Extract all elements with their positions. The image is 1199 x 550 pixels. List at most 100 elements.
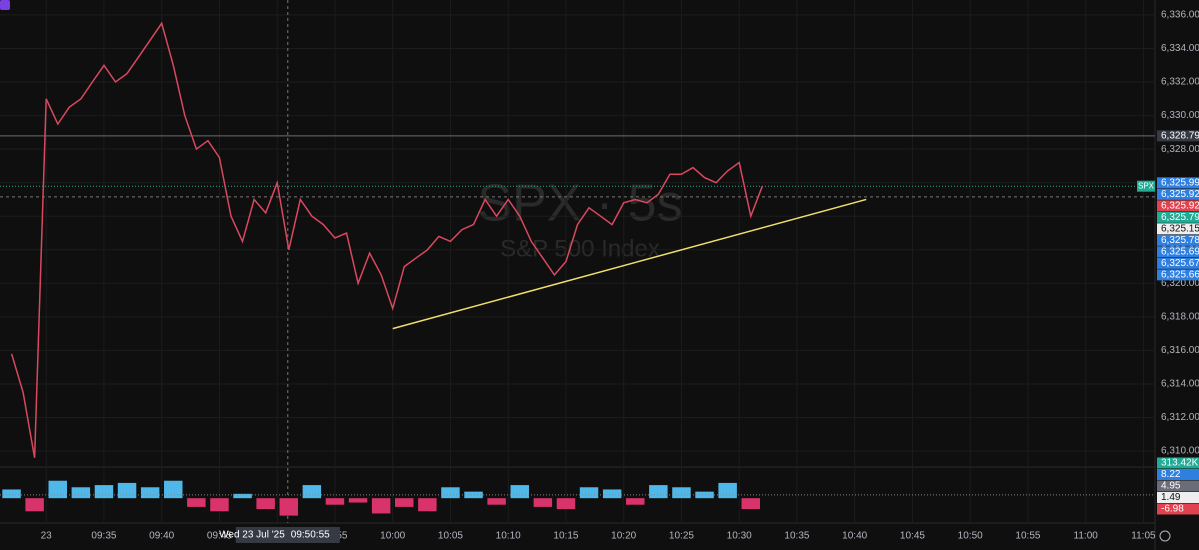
price-label: 6,325.69 bbox=[1161, 246, 1199, 257]
oscillator-bar bbox=[695, 491, 714, 499]
price-label: 6,325.15 bbox=[1161, 223, 1199, 234]
x-tick-label: 09:40 bbox=[149, 531, 174, 542]
indicator-label: 8.22 bbox=[1161, 469, 1181, 480]
indicator-label-box bbox=[1157, 457, 1199, 469]
price-label: 6,325.78 bbox=[1161, 235, 1199, 246]
oscillator-bar bbox=[487, 498, 506, 505]
oscillator-bar bbox=[395, 498, 414, 507]
y-tick-label: 6,314.00 bbox=[1161, 379, 1199, 390]
x-tick-label: 10:45 bbox=[900, 531, 925, 542]
price-label: 6,325.99 bbox=[1161, 177, 1199, 188]
oscillator-bar bbox=[140, 487, 160, 499]
x-tick-label: 10:55 bbox=[1015, 531, 1040, 542]
indicator-label: 4.95 bbox=[1161, 481, 1181, 492]
oscillator-bar bbox=[464, 491, 483, 499]
trendline bbox=[392, 198, 867, 330]
oscillator-bar bbox=[348, 498, 368, 503]
indicator-label-box bbox=[1157, 480, 1199, 492]
oscillator-bar bbox=[510, 485, 529, 499]
oscillator-bar bbox=[718, 482, 737, 499]
oscillator-bar bbox=[556, 498, 576, 510]
price-label-box bbox=[1157, 211, 1199, 223]
oscillator-bar bbox=[2, 489, 21, 499]
x-tick-label: 10:10 bbox=[496, 531, 521, 542]
price-label: 6,325.92 bbox=[1161, 200, 1199, 211]
x-tick-label: 10:20 bbox=[611, 531, 636, 542]
y-tick-label: 6,310.00 bbox=[1161, 446, 1199, 457]
oscillator-bar bbox=[533, 498, 553, 507]
x-tick-label: 10:00 bbox=[380, 531, 405, 542]
price-line-series bbox=[10, 21, 764, 458]
oscillator-bar bbox=[117, 482, 137, 499]
watermark-subtitle: S&P 500 Index bbox=[500, 235, 660, 262]
crosshair-time-box bbox=[235, 527, 340, 543]
y-tick-label: 6,332.00 bbox=[1161, 77, 1199, 88]
x-tick-label: 11:05 bbox=[1131, 531, 1156, 542]
oscillator-bar bbox=[579, 487, 599, 499]
oscillator-bar bbox=[210, 498, 229, 512]
x-tick-label: 10:15 bbox=[553, 531, 578, 542]
symbol-tag-box bbox=[1137, 180, 1155, 192]
y-tick-label: 6,312.00 bbox=[1161, 412, 1199, 423]
oscillator-bar bbox=[325, 498, 345, 505]
oscillator-bar bbox=[94, 485, 114, 499]
oscillator-bar bbox=[672, 487, 691, 499]
price-label-box bbox=[1157, 269, 1199, 281]
indicator-label: 1.49 bbox=[1161, 492, 1181, 503]
price-label-box bbox=[1157, 188, 1199, 200]
oscillator-bar bbox=[626, 498, 645, 505]
price-label: 6,328.79 bbox=[1161, 131, 1199, 142]
price-label: 6,325.92 bbox=[1161, 189, 1199, 200]
price-label: 6,325.66 bbox=[1161, 269, 1199, 280]
x-tick-label: 10:25 bbox=[669, 531, 694, 542]
x-tick-label: 11:00 bbox=[1074, 531, 1099, 542]
oscillator-bar bbox=[164, 480, 183, 499]
indicator-icon[interactable] bbox=[0, 0, 10, 10]
crosshair-date: Wed 23 Jul '25 bbox=[219, 530, 285, 541]
x-tick-label: 10:40 bbox=[842, 531, 867, 542]
oscillator-bar bbox=[302, 485, 322, 499]
oscillator-bar bbox=[279, 498, 298, 516]
oscillator-bar bbox=[256, 498, 275, 510]
x-tick-label: 10:35 bbox=[784, 531, 809, 542]
price-label-box bbox=[1157, 234, 1199, 246]
oscillator-bar bbox=[602, 489, 622, 499]
price-label: 6,325.67 bbox=[1161, 258, 1199, 269]
oscillator-bar bbox=[233, 493, 252, 499]
price-label-box bbox=[1157, 257, 1199, 269]
price-label-box bbox=[1157, 246, 1199, 258]
indicator-label-box bbox=[1157, 503, 1199, 515]
oscillator-bar bbox=[649, 485, 668, 499]
oscillator-bar bbox=[25, 498, 44, 512]
oscillator-bar bbox=[418, 498, 437, 512]
price-label: 6,325.79 bbox=[1161, 212, 1199, 223]
oscillator-bar bbox=[187, 498, 206, 507]
price-label-box bbox=[1157, 177, 1199, 189]
x-tick-label: 10:30 bbox=[727, 531, 752, 542]
oscillator-bar bbox=[741, 498, 760, 510]
indicator-label: -6.98 bbox=[1161, 504, 1184, 515]
crosshair-time: 09:50:55 bbox=[291, 530, 330, 541]
symbol-tag: SPX bbox=[1138, 181, 1155, 190]
y-tick-label: 6,318.00 bbox=[1161, 312, 1199, 323]
settings-icon[interactable] bbox=[1159, 530, 1171, 542]
x-tick-label: 09:45 bbox=[207, 531, 232, 542]
y-tick-label: 6,334.00 bbox=[1161, 43, 1199, 54]
indicator-label-box bbox=[1157, 492, 1199, 503]
price-label-box bbox=[1157, 223, 1199, 235]
y-tick-label: 6,336.00 bbox=[1161, 10, 1199, 21]
indicator-label-box bbox=[1157, 469, 1199, 480]
y-tick-label: 6,328.00 bbox=[1161, 144, 1199, 155]
price-label-box bbox=[1157, 130, 1199, 142]
price-label-box bbox=[1157, 200, 1199, 212]
y-tick-label: 6,316.00 bbox=[1161, 345, 1199, 356]
oscillator-bar bbox=[441, 487, 460, 499]
x-tick-label: 10:05 bbox=[438, 531, 463, 542]
oscillator-bar bbox=[71, 487, 91, 499]
x-tick-label: 23 bbox=[41, 531, 53, 542]
y-tick-label: 6,330.00 bbox=[1161, 110, 1199, 121]
oscillator-bar bbox=[48, 480, 67, 499]
oscillator-bar bbox=[371, 498, 391, 514]
